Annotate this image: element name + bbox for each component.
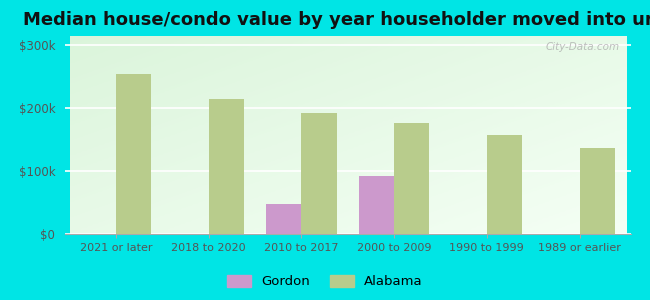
Bar [580,148,615,234]
Bar [302,113,337,234]
Bar [209,99,244,234]
Legend: Gordon, Alabama: Gordon, Alabama [222,269,428,293]
Bar [487,135,522,234]
Bar [394,123,430,234]
Title: Median house/condo value by year householder moved into unit: Median house/condo value by year househo… [23,11,650,29]
Text: City-Data.com: City-Data.com [545,42,619,52]
Bar [116,74,151,234]
Bar [266,205,302,234]
Bar [359,176,394,234]
